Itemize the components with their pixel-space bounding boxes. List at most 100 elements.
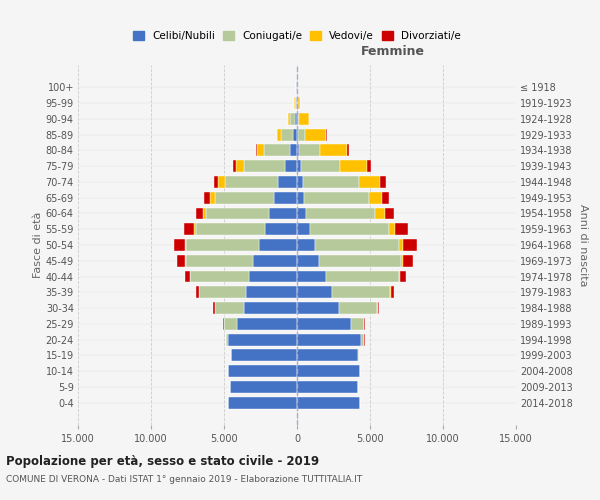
Text: Femmine: Femmine <box>361 45 425 58</box>
Bar <box>310 224 389 235</box>
Bar <box>249 270 297 282</box>
Bar <box>174 239 185 251</box>
Bar <box>253 255 297 266</box>
Bar <box>290 144 297 156</box>
Bar <box>185 255 186 266</box>
Bar <box>297 350 358 362</box>
Bar <box>281 128 293 140</box>
Bar <box>218 176 226 188</box>
Bar <box>233 160 236 172</box>
Bar <box>340 302 377 314</box>
Bar <box>305 128 326 140</box>
Bar <box>361 334 364 345</box>
Bar <box>290 113 295 124</box>
Bar <box>265 224 297 235</box>
Bar <box>297 286 332 298</box>
Bar <box>301 160 340 172</box>
Bar <box>184 224 194 235</box>
Bar <box>298 113 299 124</box>
Bar <box>237 318 297 330</box>
Bar <box>259 239 297 251</box>
Bar <box>203 208 206 220</box>
Bar <box>297 366 360 377</box>
Bar <box>177 255 185 266</box>
Bar <box>296 82 297 93</box>
Bar <box>351 318 364 330</box>
Bar <box>307 208 375 220</box>
Bar <box>297 381 358 393</box>
Bar <box>320 144 347 156</box>
Bar <box>297 128 298 140</box>
Bar <box>264 144 290 156</box>
Bar <box>223 318 224 330</box>
Bar <box>278 176 297 188</box>
Bar <box>194 224 196 235</box>
Bar <box>297 160 301 172</box>
Bar <box>196 286 199 298</box>
Bar <box>382 192 389 203</box>
Bar <box>380 176 386 188</box>
Bar <box>304 192 368 203</box>
Bar <box>203 192 209 203</box>
Bar <box>229 397 297 408</box>
Bar <box>297 144 299 156</box>
Y-axis label: Anni di nascita: Anni di nascita <box>578 204 589 286</box>
Bar <box>214 176 218 188</box>
Bar <box>297 302 340 314</box>
Bar <box>229 366 297 377</box>
Bar <box>297 318 351 330</box>
Bar <box>186 239 259 251</box>
Bar <box>367 160 371 172</box>
Bar <box>244 302 297 314</box>
Bar <box>295 113 297 124</box>
Text: COMUNE DI VERONA - Dati ISTAT 1° gennaio 2019 - Elaborazione TUTTITALIA.IT: COMUNE DI VERONA - Dati ISTAT 1° gennaio… <box>6 476 362 484</box>
Bar <box>403 255 413 266</box>
Bar <box>298 97 300 109</box>
Bar <box>297 208 307 220</box>
Y-axis label: Fasce di età: Fasce di età <box>32 212 43 278</box>
Bar <box>236 160 244 172</box>
Text: Popolazione per età, sesso e stato civile - 2019: Popolazione per età, sesso e stato civil… <box>6 455 319 468</box>
Bar <box>190 270 249 282</box>
Bar <box>385 208 394 220</box>
Bar <box>186 255 253 266</box>
Bar <box>389 224 395 235</box>
Bar <box>185 270 190 282</box>
Bar <box>297 334 361 345</box>
Bar <box>209 192 215 203</box>
Bar <box>347 144 349 156</box>
Legend: Celibi/Nubili, Coniugati/e, Vedovi/e, Divorziati/e: Celibi/Nubili, Coniugati/e, Vedovi/e, Di… <box>129 27 465 46</box>
Bar <box>340 160 367 172</box>
Bar <box>297 270 326 282</box>
Bar <box>246 286 297 298</box>
Bar <box>364 318 365 330</box>
Bar <box>224 318 237 330</box>
Bar <box>395 224 407 235</box>
Bar <box>215 302 244 314</box>
Bar <box>326 270 399 282</box>
Bar <box>319 255 401 266</box>
Bar <box>297 255 319 266</box>
Bar <box>206 208 269 220</box>
Bar <box>230 381 297 393</box>
Bar <box>269 208 297 220</box>
Bar <box>199 286 246 298</box>
Bar <box>284 160 297 172</box>
Bar <box>403 239 418 251</box>
Bar <box>297 224 310 235</box>
Bar <box>274 192 297 203</box>
Bar <box>295 97 296 109</box>
Bar <box>293 128 297 140</box>
Bar <box>196 224 265 235</box>
Bar <box>257 144 264 156</box>
Bar <box>401 255 403 266</box>
Bar <box>226 334 229 345</box>
Bar <box>298 128 305 140</box>
Bar <box>229 334 297 345</box>
Bar <box>358 350 359 362</box>
Bar <box>214 302 215 314</box>
Bar <box>232 350 297 362</box>
Bar <box>399 270 400 282</box>
Bar <box>299 144 320 156</box>
Bar <box>377 302 379 314</box>
